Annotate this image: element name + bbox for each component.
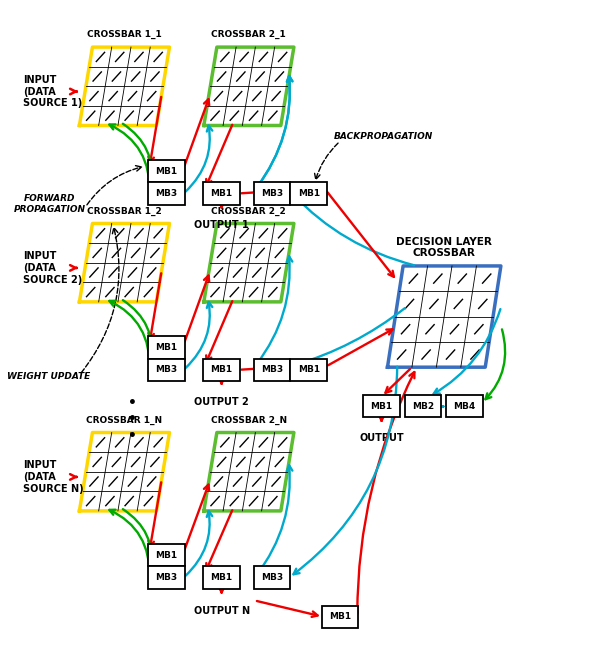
Text: CROSSBAR 1_1: CROSSBAR 1_1 xyxy=(87,30,162,39)
Text: MB1: MB1 xyxy=(298,189,320,198)
Polygon shape xyxy=(79,432,169,511)
Text: INPUT
(DATA
SOURCE 2): INPUT (DATA SOURCE 2) xyxy=(23,251,82,285)
FancyBboxPatch shape xyxy=(148,337,185,359)
FancyBboxPatch shape xyxy=(254,359,290,381)
FancyBboxPatch shape xyxy=(446,396,483,417)
Text: MB3: MB3 xyxy=(261,573,283,582)
Text: INPUT
(DATA
SOURCE 1): INPUT (DATA SOURCE 1) xyxy=(23,75,82,108)
FancyBboxPatch shape xyxy=(148,566,185,588)
Text: BACKPROPAGATION: BACKPROPAGATION xyxy=(334,132,433,141)
FancyBboxPatch shape xyxy=(363,396,400,417)
Text: CROSSBAR 1_N: CROSSBAR 1_N xyxy=(87,415,163,424)
FancyBboxPatch shape xyxy=(203,566,240,588)
FancyBboxPatch shape xyxy=(203,359,240,381)
Text: MB3: MB3 xyxy=(155,189,177,198)
Text: MB1: MB1 xyxy=(370,402,392,411)
FancyBboxPatch shape xyxy=(148,544,185,566)
Text: MB3: MB3 xyxy=(155,365,177,375)
Text: MB3: MB3 xyxy=(261,365,283,375)
Text: MB1: MB1 xyxy=(211,189,233,198)
Text: CROSSBAR 2_2: CROSSBAR 2_2 xyxy=(211,207,286,216)
Text: OUTPUT: OUTPUT xyxy=(359,432,404,443)
Text: DECISION LAYER
CROSSBAR: DECISION LAYER CROSSBAR xyxy=(396,237,492,258)
Text: •
•
•: • • • xyxy=(128,396,137,443)
Text: MB1: MB1 xyxy=(298,365,320,375)
Text: OUTPUT 2: OUTPUT 2 xyxy=(194,397,249,407)
Text: OUTPUT 1: OUTPUT 1 xyxy=(194,220,249,230)
Polygon shape xyxy=(79,47,169,125)
Polygon shape xyxy=(204,432,294,511)
Text: MB1: MB1 xyxy=(211,573,233,582)
FancyBboxPatch shape xyxy=(290,182,327,205)
FancyBboxPatch shape xyxy=(254,182,290,205)
Text: MB1: MB1 xyxy=(211,365,233,375)
FancyBboxPatch shape xyxy=(322,605,359,628)
Text: MB2: MB2 xyxy=(412,402,434,411)
FancyBboxPatch shape xyxy=(405,396,441,417)
Polygon shape xyxy=(79,224,169,302)
FancyBboxPatch shape xyxy=(290,359,327,381)
FancyBboxPatch shape xyxy=(148,160,185,182)
Polygon shape xyxy=(204,224,294,302)
FancyBboxPatch shape xyxy=(203,182,240,205)
Text: WEIGHT UPDATE: WEIGHT UPDATE xyxy=(7,373,90,382)
Text: OUTPUT N: OUTPUT N xyxy=(193,605,250,615)
Text: CROSSBAR 2_1: CROSSBAR 2_1 xyxy=(211,30,286,39)
Text: MB3: MB3 xyxy=(155,573,177,582)
Polygon shape xyxy=(387,266,501,367)
Text: FORWARD
PROPAGATION: FORWARD PROPAGATION xyxy=(14,194,86,214)
Text: INPUT
(DATA
SOURCE N): INPUT (DATA SOURCE N) xyxy=(23,461,84,493)
FancyBboxPatch shape xyxy=(254,566,290,588)
Text: MB1: MB1 xyxy=(329,612,351,621)
Text: MB1: MB1 xyxy=(155,343,177,352)
Text: CROSSBAR 1_2: CROSSBAR 1_2 xyxy=(87,207,162,216)
Text: CROSSBAR 2_N: CROSSBAR 2_N xyxy=(211,415,287,424)
FancyBboxPatch shape xyxy=(148,182,185,205)
Text: MB4: MB4 xyxy=(453,402,476,411)
Text: MB1: MB1 xyxy=(155,551,177,560)
Text: MB3: MB3 xyxy=(261,189,283,198)
FancyBboxPatch shape xyxy=(148,359,185,381)
Polygon shape xyxy=(204,47,294,125)
Text: MB1: MB1 xyxy=(155,167,177,176)
